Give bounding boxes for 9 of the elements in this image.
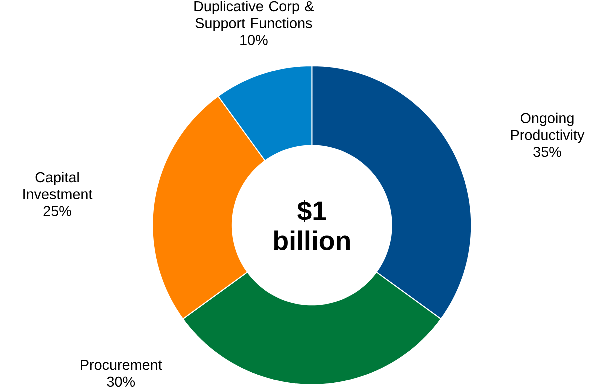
data-label: 25% — [44, 206, 72, 216]
slice-label: Ongoing Productivity — [511, 112, 585, 144]
data-label: 30% — [107, 376, 136, 388]
data-label: 10% — [240, 35, 268, 46]
slice-label: Procurement — [81, 360, 162, 370]
slice-label: Duplicative Corp & Support Functions — [194, 0, 314, 32]
text: $1 billion — [274, 200, 350, 250]
data-label: 35% — [534, 146, 562, 158]
slice-label: Capital Investment — [24, 172, 93, 200]
